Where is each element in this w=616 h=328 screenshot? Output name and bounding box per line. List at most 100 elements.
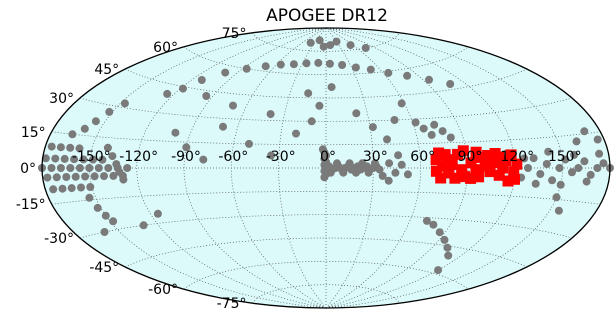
field-marker-circle — [599, 159, 608, 168]
field-marker-square — [446, 159, 458, 171]
field-marker-circle — [542, 160, 551, 168]
latitude-tick-label: 75° — [222, 26, 247, 42]
field-marker-circle — [112, 160, 121, 169]
field-marker-circle — [245, 139, 253, 148]
field-marker-circle — [79, 155, 88, 164]
field-marker-square — [509, 173, 520, 185]
field-marker-square — [482, 150, 494, 161]
field-marker-circle — [427, 130, 436, 139]
field-marker-circle — [75, 164, 84, 172]
field-marker-circle — [434, 266, 443, 275]
field-marker-circle — [139, 221, 148, 230]
field-marker-circle — [536, 170, 545, 178]
field-marker-circle — [586, 170, 595, 179]
field-marker-circle — [429, 220, 438, 229]
field-marker-circle — [352, 109, 361, 118]
field-marker-circle — [352, 168, 360, 177]
longitude-gridline — [88, 27, 327, 309]
field-marker-circle — [100, 228, 109, 236]
field-marker-circle — [315, 101, 324, 110]
field-marker-circle — [554, 206, 563, 215]
field-marker-circle — [77, 183, 85, 192]
field-marker-circle — [68, 130, 77, 139]
field-marker-circle — [163, 89, 172, 98]
latitude-tick-label: -45° — [89, 260, 119, 276]
field-marker-circle — [595, 149, 604, 158]
field-marker-circle — [375, 165, 384, 174]
field-marker-circle — [366, 65, 375, 74]
field-marker-circle — [90, 172, 99, 181]
field-marker-circle — [394, 151, 403, 160]
field-marker-circle — [108, 152, 117, 161]
field-marker-circle — [75, 144, 84, 153]
field-marker-square — [437, 160, 449, 172]
field-marker-circle — [182, 143, 191, 152]
field-marker-square — [456, 164, 468, 176]
longitude-tick-label: -30° — [266, 149, 296, 165]
field-marker-circle — [315, 36, 324, 45]
field-marker-circle — [561, 155, 570, 164]
data-points — [38, 36, 614, 275]
field-marker-square — [493, 151, 505, 163]
longitude-tick-label: 60° — [410, 149, 435, 165]
field-marker-circle — [524, 164, 532, 172]
field-marker-circle — [580, 157, 589, 166]
field-marker-circle — [339, 168, 348, 177]
longitude-gridline — [325, 27, 516, 309]
field-marker-circle — [56, 143, 65, 152]
field-marker-circle — [446, 133, 455, 142]
field-marker-circle — [397, 99, 406, 108]
field-marker-circle — [56, 164, 65, 172]
field-marker-square — [500, 155, 511, 167]
field-marker-circle — [327, 83, 336, 92]
field-marker-circle — [60, 154, 69, 163]
field-marker-circle — [544, 147, 553, 156]
field-marker-circle — [109, 217, 118, 226]
field-marker-square — [443, 167, 455, 179]
field-marker-circle — [531, 179, 540, 188]
field-marker-circle — [266, 110, 275, 119]
field-marker-circle — [438, 127, 447, 136]
field-marker-circle — [351, 63, 360, 72]
field-marker-circle — [548, 176, 557, 185]
field-marker-circle — [358, 159, 367, 168]
field-marker-square — [435, 172, 447, 184]
longitude-tick-label: -90° — [171, 149, 201, 165]
field-marker-circle — [364, 168, 373, 177]
field-marker-circle — [123, 164, 132, 172]
field-marker-circle — [51, 154, 60, 163]
field-marker-circle — [93, 203, 102, 212]
field-marker-circle — [101, 211, 110, 220]
field-marker-circle — [319, 42, 328, 51]
field-marker-square — [470, 164, 482, 176]
field-marker-circle — [411, 118, 420, 127]
latitude-tick-label: -15° — [16, 197, 46, 213]
latitude-tick-label: 60° — [153, 40, 178, 56]
field-marker-circle — [115, 167, 124, 176]
field-marker-square — [430, 165, 442, 177]
latitude-tick-label: 15° — [21, 125, 46, 141]
tick-labels: -150° -120° -90° -60° -30° 0° 30° 60° 90° 120° 150… — [16, 26, 582, 312]
field-marker-circle — [332, 37, 341, 46]
field-marker-circle — [67, 184, 76, 193]
field-marker-circle — [307, 117, 316, 126]
field-marker-circle — [568, 168, 576, 177]
field-marker-circle — [202, 92, 211, 100]
field-marker-circle — [320, 173, 329, 182]
latitude-tick-label: 45° — [94, 62, 119, 78]
field-marker-circle — [325, 59, 334, 68]
field-marker-circle — [422, 216, 431, 225]
field-marker-circle — [267, 151, 276, 160]
field-marker-circle — [94, 164, 103, 172]
chart-title: APOGEE DR12 — [266, 6, 388, 26]
field-marker-circle — [425, 75, 433, 84]
longitude-tick-label: -150° — [72, 149, 111, 165]
field-marker-square — [505, 149, 517, 161]
latitude-gridline — [51, 190, 601, 205]
longitude-tick-label: 0° — [320, 149, 336, 165]
latitude-tick-label: 30° — [49, 91, 74, 107]
field-marker-circle — [580, 127, 589, 136]
field-marker-square — [508, 166, 520, 178]
field-marker-circle — [62, 173, 71, 181]
